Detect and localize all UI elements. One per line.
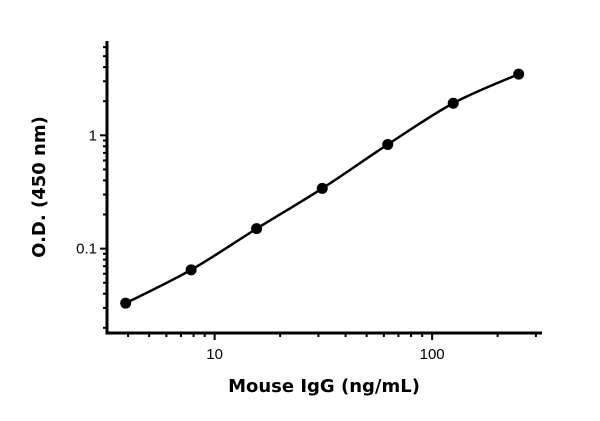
x-tick-label: 100	[420, 346, 445, 363]
data-point	[251, 223, 263, 235]
x-tick-label: 10	[206, 346, 223, 363]
x-axis-title: Mouse IgG (ng/mL)	[228, 376, 420, 397]
y-tick-label: 0.1	[76, 241, 97, 258]
y-tick-label: 1	[89, 127, 97, 144]
axes: 10 100 0.1 1	[76, 41, 542, 363]
axis-labels: Mouse IgG (ng/mL) O.D. (450 nm)	[29, 116, 420, 397]
data-point	[382, 138, 394, 150]
data-point	[316, 182, 328, 194]
data-point	[513, 68, 525, 80]
data-point	[185, 264, 197, 276]
y-axis-title: O.D. (450 nm)	[29, 116, 50, 258]
data-point	[447, 97, 459, 109]
data-point	[120, 297, 132, 309]
plot-area	[120, 68, 525, 309]
